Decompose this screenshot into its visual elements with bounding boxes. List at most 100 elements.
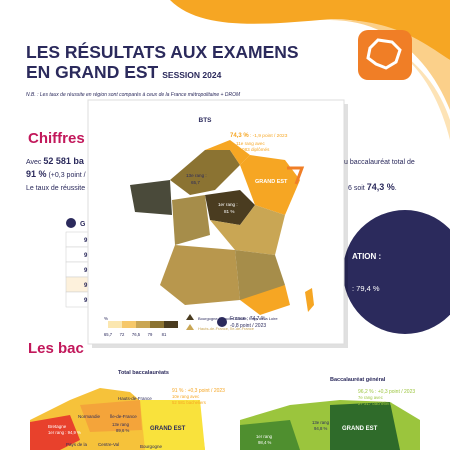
text-bold: 74,3 % xyxy=(367,182,395,192)
region xyxy=(172,195,210,245)
rate: 74,3 % xyxy=(230,133,249,139)
bullet xyxy=(66,218,76,228)
change: : -1,9 point / 2023 xyxy=(249,133,288,139)
map-title: Baccalauréat général xyxy=(330,377,386,383)
region-label: Bretagne xyxy=(48,424,67,429)
icon-box xyxy=(358,30,412,80)
idf-region xyxy=(205,190,255,225)
text: (+0,3 point / xyxy=(47,172,86,179)
legend-tick: 72 xyxy=(120,332,125,337)
region-label: Île-de-France xyxy=(109,413,137,419)
note: N.B. : Les taux de réussite en région so… xyxy=(26,92,241,98)
table-cell: 9 xyxy=(84,268,88,274)
text: 6 soit xyxy=(348,185,367,192)
light-swoosh xyxy=(330,19,450,110)
legend-tick: 76,5 xyxy=(132,332,141,337)
title-line1: LES RÉSULTATS AUX EXAMENS xyxy=(26,41,299,62)
table-cell: 9 xyxy=(84,283,88,289)
title-line2: EN GRAND EST SESSION 2024 xyxy=(26,62,222,82)
section-heading: Chiffres xyxy=(28,130,85,147)
map-label: 94,8 % xyxy=(314,426,328,431)
left-labels: Hauts-de-France Normandie Île-de-France Bre… xyxy=(48,388,225,449)
dark-circle xyxy=(343,210,450,334)
normandie xyxy=(80,400,142,432)
right-west xyxy=(240,420,300,450)
legend-swatch xyxy=(122,321,136,328)
legend: 65,7 72 76,5 79 81 xyxy=(104,321,178,337)
map-label: 1er rang : 94,9 % xyxy=(48,430,81,435)
map-label: 7e rang avec xyxy=(358,395,384,400)
legend-swatch xyxy=(150,321,164,328)
legend-triangle xyxy=(186,324,194,330)
ge-rate: 74,3 % : -1,9 point / 2023 xyxy=(230,133,288,139)
text-line: 6 soit 74,3 %. xyxy=(348,182,397,192)
region-icon xyxy=(366,38,402,70)
map-label: 89,6 % xyxy=(116,428,130,433)
map-label: 52 581 bacheliers xyxy=(172,400,206,405)
region-label: Centre-Val xyxy=(98,442,119,447)
session: SESSION 2024 xyxy=(162,70,221,80)
circle-value: : 79,4 % xyxy=(352,284,380,293)
table-cell: 9 xyxy=(84,253,88,259)
text: . xyxy=(395,185,397,192)
legend-swatch xyxy=(136,321,150,328)
region-label: Pays de la xyxy=(66,442,88,447)
legend-tick: 81 xyxy=(162,332,167,337)
france-change: -0,8 point / 2023 xyxy=(230,323,266,329)
legend-first: Hauts-de-France, Île-de-France xyxy=(198,326,255,331)
right-ge xyxy=(330,402,400,450)
bretagne xyxy=(130,180,172,215)
legend-triangle xyxy=(186,314,194,320)
table-cell: 9 xyxy=(84,298,88,304)
last-value: 65,7 xyxy=(191,180,200,185)
map-label: 98,4 % xyxy=(258,440,272,445)
region xyxy=(210,205,285,255)
map-label: 96,2 % : +0,3 point / 2023 xyxy=(358,389,415,395)
region xyxy=(160,245,240,305)
text-bold: 91 % xyxy=(26,169,47,179)
ge-region xyxy=(240,155,300,215)
ge-label: GRAND EST xyxy=(255,179,288,185)
title-region: EN GRAND EST xyxy=(26,62,159,82)
text: Avec xyxy=(26,159,43,166)
france-map xyxy=(130,140,314,315)
map-label: 13e rang xyxy=(112,422,130,427)
map-label: 1er rang xyxy=(256,434,273,439)
orange-swoosh xyxy=(170,0,450,60)
region-label: Bourgogne xyxy=(140,444,163,449)
left-ge xyxy=(140,400,205,450)
light-swoosh-2 xyxy=(380,40,450,140)
circle-title: ATION : xyxy=(352,252,381,261)
text-line: u baccalauréat total de xyxy=(344,159,415,166)
region-label: Normandie xyxy=(78,414,101,419)
map-label: 27 317 bacheliers xyxy=(358,401,392,406)
text-bold: 52 581 ba xyxy=(43,156,85,166)
region xyxy=(240,285,290,315)
first-value: 81 % xyxy=(224,209,234,214)
table-head: G xyxy=(80,221,86,228)
corse xyxy=(305,288,314,312)
legend-swatch xyxy=(164,321,178,328)
region xyxy=(235,250,285,300)
text-line: Avec 52 581 ba xyxy=(26,156,85,166)
map-title: Total baccalauréats xyxy=(118,370,169,376)
bretagne xyxy=(30,415,80,450)
map-label: 91 % : +0,3 point / 2023 xyxy=(172,388,225,394)
map-label: GRAND EST xyxy=(342,426,378,432)
legend-swatch xyxy=(108,321,122,328)
legend-tick: 65,7 xyxy=(104,332,113,337)
section-heading: Les bac xyxy=(28,340,84,357)
france-dot xyxy=(217,317,227,327)
table-cell: 9 xyxy=(84,238,88,244)
map-label: 13e rang xyxy=(312,420,330,425)
last-rank: 13e rang : xyxy=(186,173,207,178)
ge-rank: 11e rang avec xyxy=(236,141,265,146)
table: 9 9 9 9 9 xyxy=(65,231,91,308)
first-rank: 1er rang : xyxy=(218,202,238,207)
text-line: 91 % (+0,3 point / xyxy=(26,169,86,179)
region-label: Hauts-de-France xyxy=(118,396,152,401)
region xyxy=(205,140,250,165)
